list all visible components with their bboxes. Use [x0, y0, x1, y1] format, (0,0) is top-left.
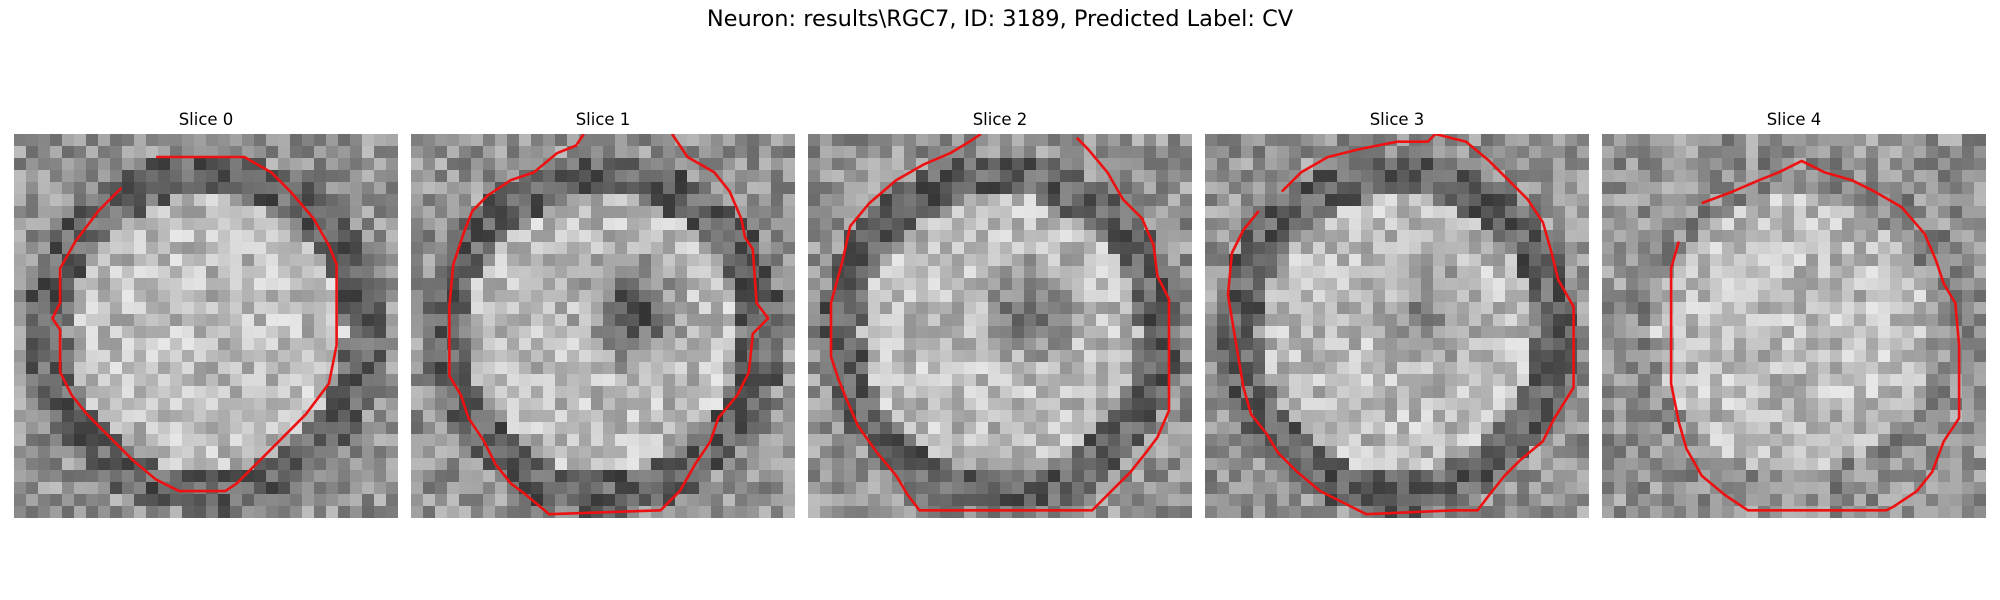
slice-image [14, 134, 398, 518]
cell-contour [51, 155, 338, 493]
slice-title-1: Slice 1 [575, 110, 631, 129]
slice-panel-0 [14, 134, 398, 518]
slice-title-3: Slice 3 [1369, 110, 1425, 129]
slice-title-2: Slice 2 [972, 110, 1028, 129]
figure-title: Neuron: results\RGC7, ID: 3189, Predicte… [706, 6, 1294, 32]
cell-contour [1669, 159, 1961, 512]
slice-image [1205, 134, 1589, 518]
cell-contour [1226, 134, 1575, 516]
slice-image [1602, 134, 1986, 518]
cell-contour [448, 134, 770, 516]
slice-panel-3 [1205, 134, 1589, 518]
slice-panel-2 [808, 134, 1192, 518]
slice-panel-1 [411, 134, 795, 518]
slice-title-4: Slice 4 [1766, 110, 1822, 129]
slice-panel-4 [1602, 134, 1986, 518]
cell-contour [829, 134, 1171, 512]
slice-title-0: Slice 0 [178, 110, 234, 129]
slice-image [808, 134, 1192, 518]
slice-image [411, 134, 795, 518]
